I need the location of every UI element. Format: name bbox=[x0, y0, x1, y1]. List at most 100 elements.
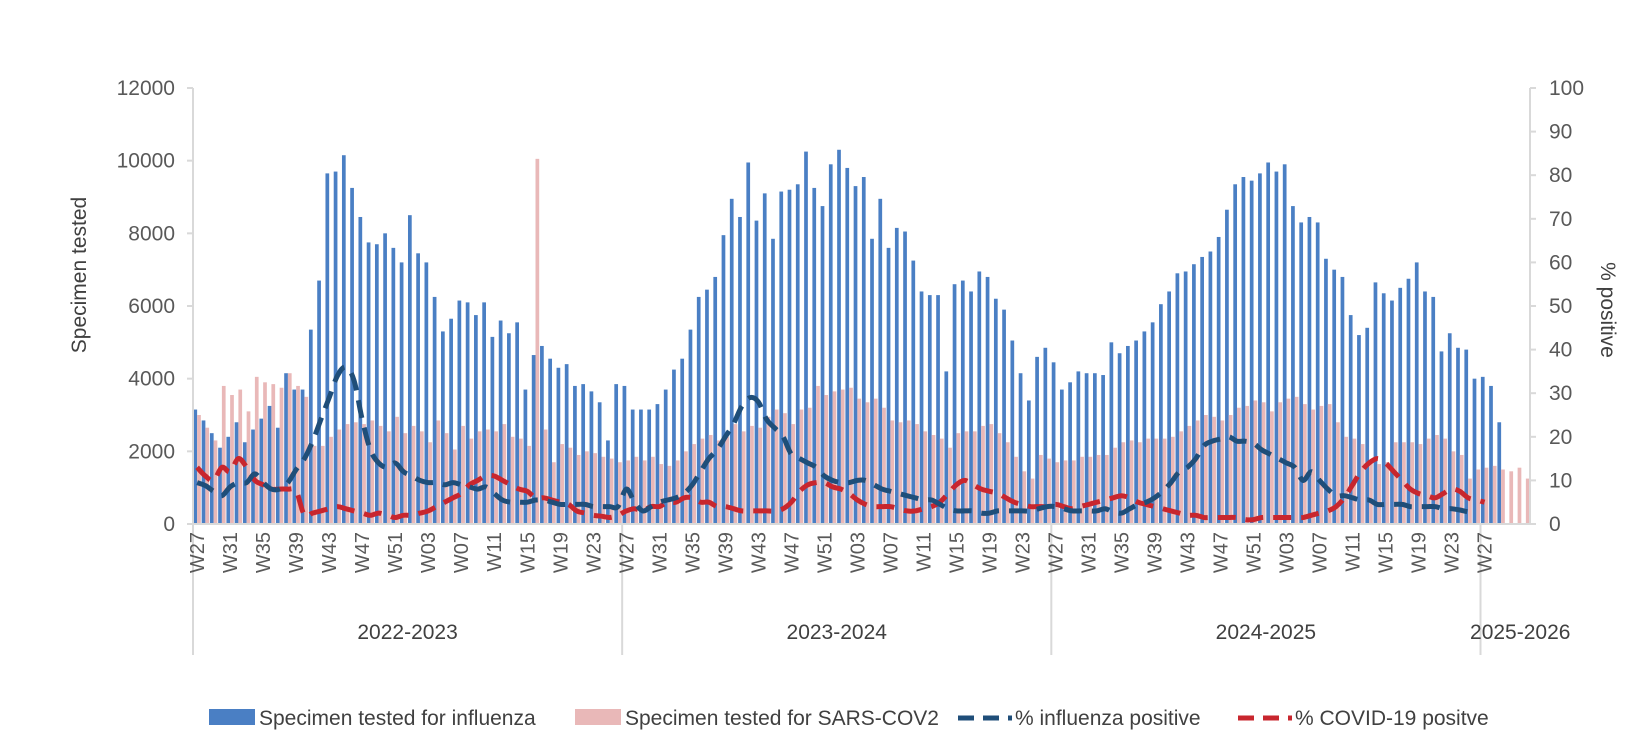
covid-bar bbox=[353, 422, 358, 524]
covid-bar bbox=[386, 431, 391, 524]
x-tick-label: W23 bbox=[583, 532, 605, 573]
covid-bar bbox=[436, 420, 441, 524]
influenza-bar bbox=[812, 187, 817, 524]
covid-bar bbox=[1129, 440, 1134, 524]
covid-bar bbox=[849, 387, 853, 524]
influenza-bar bbox=[936, 295, 940, 524]
influenza-bar bbox=[1159, 304, 1163, 524]
influenza-bar bbox=[292, 389, 297, 524]
y2-tick-label: 90 bbox=[1549, 121, 1572, 144]
covid-bar bbox=[535, 158, 540, 524]
influenza-bar bbox=[308, 329, 313, 524]
influenza-bar bbox=[828, 164, 833, 525]
influenza-bar bbox=[193, 409, 198, 524]
influenza-bar bbox=[1026, 400, 1031, 524]
labels-group: 0 2000 4000 6000 8000 10000 12000 0 10 20 30 40 50 60… bbox=[117, 77, 1584, 644]
covid-bar bbox=[882, 407, 886, 524]
covid-bar bbox=[1088, 456, 1093, 524]
y2-tick-label: 80 bbox=[1549, 164, 1572, 187]
influenza-bar bbox=[1208, 251, 1213, 524]
influenza-bar bbox=[721, 235, 726, 524]
covid-bar bbox=[1410, 442, 1415, 524]
legend-covid-bars-label: Specimen tested for SARS-COV2 bbox=[625, 707, 939, 730]
x-tick-label: W11 bbox=[1343, 532, 1365, 572]
covid-bar bbox=[1476, 469, 1481, 524]
influenza-bars-group bbox=[193, 149, 1502, 525]
influenza-bar bbox=[540, 345, 544, 524]
x-tick-label: W19 bbox=[979, 532, 1001, 573]
covid-bar bbox=[1104, 454, 1109, 524]
covid-bar bbox=[485, 429, 490, 524]
influenza-bar bbox=[556, 367, 561, 524]
covid-bar bbox=[518, 438, 523, 524]
influenza-bar bbox=[341, 155, 346, 524]
covid-bar bbox=[1022, 471, 1027, 524]
x-tick-label: W47 bbox=[352, 532, 374, 573]
influenza-bar bbox=[1216, 236, 1221, 524]
covid-bar bbox=[642, 460, 647, 524]
influenza-bar bbox=[1059, 389, 1064, 524]
x-tick-label: W07 bbox=[880, 532, 902, 573]
covid-bar bbox=[560, 444, 564, 524]
influenza-bar bbox=[1002, 309, 1006, 524]
influenza-bar bbox=[209, 433, 214, 524]
influenza-bar bbox=[441, 331, 445, 524]
influenza-bar bbox=[1423, 291, 1427, 524]
influenza-bar bbox=[762, 193, 767, 524]
influenza-bar bbox=[1142, 331, 1147, 524]
influenza-bar bbox=[672, 369, 676, 524]
covid-bar bbox=[1319, 405, 1324, 524]
covid-bar bbox=[890, 420, 895, 524]
x-tick-label: W39 bbox=[286, 532, 308, 573]
influenza-bar bbox=[647, 409, 652, 524]
x-tick-label: W39 bbox=[715, 532, 737, 573]
x-tick-label: W47 bbox=[1211, 532, 1233, 573]
covid-bar bbox=[1005, 442, 1010, 524]
covid-bar bbox=[997, 433, 1002, 524]
influenza-bar bbox=[1489, 385, 1493, 524]
covid-bar bbox=[585, 451, 589, 524]
covid-bar bbox=[1435, 434, 1439, 524]
covid-bar bbox=[948, 447, 952, 524]
covid-bar bbox=[287, 373, 292, 524]
influenza-bar bbox=[234, 422, 239, 524]
influenza-bar bbox=[1150, 322, 1155, 524]
x-tick-label: W11 bbox=[484, 532, 506, 572]
covid-bar bbox=[708, 434, 713, 524]
influenza-bar bbox=[787, 189, 792, 524]
covid-bar bbox=[296, 385, 300, 524]
x-tick-label: W19 bbox=[550, 532, 572, 573]
covid-bar bbox=[444, 433, 449, 524]
x-tick-label: W39 bbox=[1144, 532, 1166, 573]
covid-bar bbox=[939, 438, 944, 524]
influenza-bar bbox=[1324, 258, 1328, 524]
covid-bar bbox=[1014, 456, 1018, 524]
legend-covid-bars-swatch bbox=[575, 709, 621, 725]
y2-tick-label: 30 bbox=[1549, 382, 1572, 405]
influenza-bar bbox=[1225, 209, 1229, 524]
covid-bar bbox=[246, 411, 251, 524]
covid-bar bbox=[254, 376, 259, 524]
covid-bar bbox=[1402, 442, 1406, 524]
covid-bar bbox=[1385, 462, 1390, 524]
x-tick-label: W31 bbox=[649, 532, 671, 573]
influenza-bar bbox=[275, 427, 280, 524]
influenza-bar bbox=[1398, 287, 1403, 524]
covid-bar bbox=[1047, 458, 1051, 524]
influenza-bar bbox=[1299, 222, 1304, 524]
covid-bar bbox=[568, 447, 573, 524]
influenza-bar bbox=[944, 371, 949, 524]
influenza-bar bbox=[894, 227, 899, 524]
legend-influenza-line-label: % influenza positive bbox=[1015, 707, 1201, 730]
influenza-bar bbox=[903, 231, 907, 524]
covid-bar bbox=[1204, 415, 1208, 524]
covid-bar bbox=[1030, 478, 1035, 524]
covid-bar bbox=[651, 456, 655, 524]
x-tick-label: W43 bbox=[748, 532, 770, 573]
covid-bar bbox=[1509, 471, 1514, 524]
x-tick-label: W11 bbox=[913, 532, 935, 572]
covid-bar bbox=[1154, 438, 1159, 524]
covid-bar bbox=[1468, 478, 1472, 524]
covid-bar bbox=[419, 431, 424, 524]
